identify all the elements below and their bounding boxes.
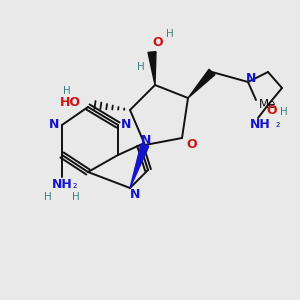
Text: N: N — [141, 134, 151, 146]
Text: N: N — [121, 118, 131, 131]
Text: O: O — [267, 103, 277, 116]
Text: ₂: ₂ — [73, 180, 77, 190]
Text: ₂: ₂ — [276, 119, 280, 129]
Text: O: O — [187, 137, 197, 151]
Text: N: N — [130, 188, 140, 200]
Text: H: H — [280, 107, 288, 117]
Text: N: N — [246, 71, 256, 85]
Text: NH: NH — [250, 118, 270, 130]
Polygon shape — [188, 69, 215, 98]
Text: H: H — [44, 192, 52, 202]
Text: N: N — [49, 118, 59, 131]
Text: H: H — [63, 86, 71, 96]
Text: NH: NH — [52, 178, 72, 191]
Text: HO: HO — [60, 97, 81, 110]
Polygon shape — [148, 52, 156, 85]
Text: H: H — [166, 29, 174, 39]
Text: H: H — [137, 62, 145, 72]
Text: Me: Me — [259, 98, 277, 110]
Text: O: O — [153, 35, 163, 49]
Text: H: H — [72, 192, 80, 202]
Polygon shape — [130, 144, 149, 188]
